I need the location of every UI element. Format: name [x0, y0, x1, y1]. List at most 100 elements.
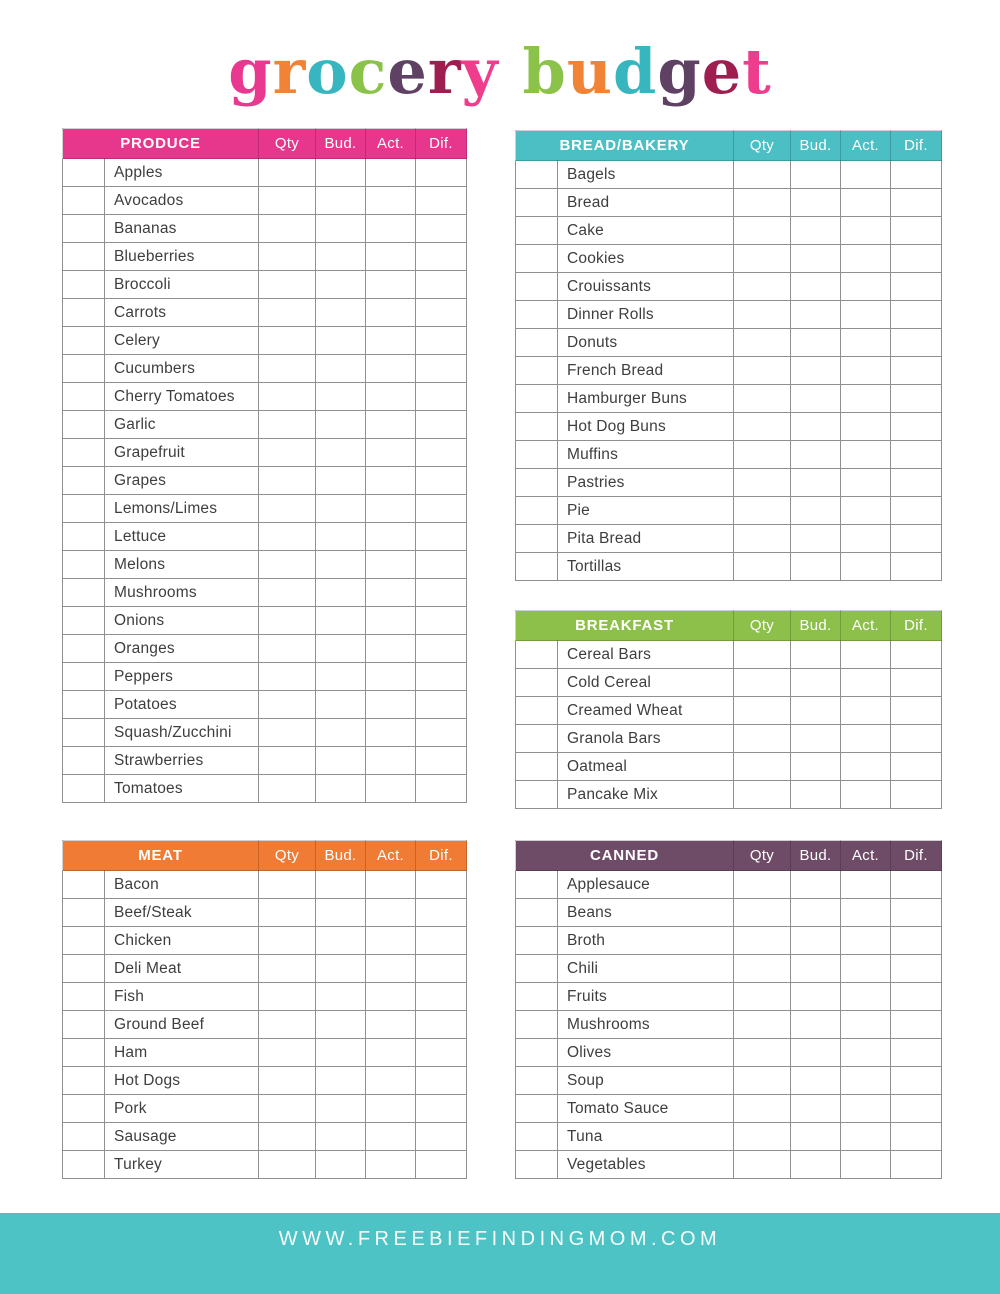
value-cell-act	[365, 870, 416, 899]
value-cell-act	[365, 270, 416, 299]
value-cell-qty	[258, 438, 316, 467]
title-letter: e	[387, 35, 428, 108]
value-cell-qty	[258, 662, 316, 691]
item-cell: Donuts	[557, 328, 734, 357]
value-cell-bud	[315, 1038, 366, 1067]
value-cell-act	[365, 522, 416, 551]
value-cell-act	[365, 326, 416, 355]
title-letter: g	[657, 35, 702, 108]
item-cell: Cereal Bars	[557, 640, 734, 669]
checkbox-cell	[62, 382, 105, 411]
checkbox-cell	[62, 870, 105, 899]
footer-url: WWW.FREEBIEFINDINGMOM.COM	[278, 1228, 722, 1250]
title-letter: u	[566, 35, 613, 108]
value-cell-bud	[790, 216, 841, 245]
value-cell-dif	[890, 552, 942, 581]
value-cell-qty	[733, 552, 791, 581]
checkbox-cell	[62, 1066, 105, 1095]
checkbox-cell	[62, 242, 105, 271]
table-row: Ham	[62, 1038, 467, 1067]
value-cell-bud	[790, 300, 841, 329]
value-cell-dif	[415, 298, 467, 327]
value-cell-act	[840, 468, 891, 497]
value-cell-dif	[890, 870, 942, 899]
item-cell: Lemons/Limes	[104, 494, 259, 523]
item-cell: Crouissants	[557, 272, 734, 301]
column-header-act: Act.	[365, 128, 416, 159]
item-cell: Deli Meat	[104, 954, 259, 983]
title-letter: b	[522, 35, 567, 108]
value-cell-act	[840, 926, 891, 955]
value-cell-bud	[790, 524, 841, 553]
value-cell-bud	[315, 718, 366, 747]
item-cell: Applesauce	[557, 870, 734, 899]
checkbox-cell	[62, 158, 105, 187]
value-cell-qty	[733, 412, 791, 441]
value-cell-bud	[315, 662, 366, 691]
checkbox-cell	[62, 954, 105, 983]
value-cell-qty	[733, 982, 791, 1011]
checkbox-cell	[62, 354, 105, 383]
value-cell-dif	[890, 724, 942, 753]
category-table-bread-bakery: BREAD/BAKERY Qty Bud. Act. Dif. Bagels Bread Ca…	[515, 130, 942, 581]
item-cell: French Bread	[557, 356, 734, 385]
column-header-bud: Bud.	[790, 130, 841, 161]
value-cell-qty	[258, 926, 316, 955]
title-letter: g	[228, 35, 273, 108]
value-cell-act	[365, 354, 416, 383]
column-header-act: Act.	[365, 840, 416, 871]
value-cell-bud	[315, 158, 366, 187]
value-cell-dif	[890, 440, 942, 469]
value-cell-dif	[890, 188, 942, 217]
value-cell-act	[365, 1150, 416, 1179]
checkbox-cell	[62, 326, 105, 355]
table-row: Cereal Bars	[515, 640, 942, 669]
value-cell-act	[840, 1066, 891, 1095]
value-cell-qty	[733, 356, 791, 385]
value-cell-bud	[790, 384, 841, 413]
value-cell-bud	[315, 186, 366, 215]
item-cell: Turkey	[104, 1150, 259, 1179]
item-cell: Celery	[104, 326, 259, 355]
value-cell-dif	[415, 494, 467, 523]
checkbox-cell	[515, 468, 558, 497]
value-cell-bud	[315, 270, 366, 299]
value-cell-bud	[790, 244, 841, 273]
value-cell-dif	[890, 926, 942, 955]
value-cell-act	[840, 1150, 891, 1179]
item-cell: Strawberries	[104, 746, 259, 775]
value-cell-qty	[258, 298, 316, 327]
item-cell: Oatmeal	[557, 752, 734, 781]
table-row: Vegetables	[515, 1150, 942, 1179]
value-cell-qty	[258, 382, 316, 411]
table-row: Granola Bars	[515, 724, 942, 753]
checkbox-cell	[515, 752, 558, 781]
value-cell-act	[365, 718, 416, 747]
value-cell-qty	[733, 496, 791, 525]
item-cell: Oranges	[104, 634, 259, 663]
value-cell-qty	[258, 1150, 316, 1179]
value-cell-qty	[258, 1010, 316, 1039]
value-cell-act	[365, 982, 416, 1011]
value-cell-dif	[890, 356, 942, 385]
item-cell: Squash/Zucchini	[104, 718, 259, 747]
column-header-qty: Qty	[733, 840, 791, 871]
item-cell: Chicken	[104, 926, 259, 955]
item-cell: Pie	[557, 496, 734, 525]
value-cell-qty	[258, 410, 316, 439]
item-cell: Hot Dog Buns	[557, 412, 734, 441]
value-cell-qty	[258, 606, 316, 635]
table-row: Mushrooms	[515, 1010, 942, 1039]
value-cell-dif	[415, 1010, 467, 1039]
checkbox-cell	[62, 298, 105, 327]
value-cell-bud	[790, 188, 841, 217]
table-row: Soup	[515, 1066, 942, 1095]
item-cell: Mushrooms	[104, 578, 259, 607]
table-row: Lettuce	[62, 522, 467, 551]
category-header-breakfast: BREAKFAST	[515, 610, 734, 641]
checkbox-cell	[62, 1122, 105, 1151]
value-cell-dif	[415, 926, 467, 955]
item-cell: Ham	[104, 1038, 259, 1067]
category-table-meat: MEAT Qty Bud. Act. Dif. Bacon Beef/Steak Chicke…	[62, 840, 467, 1179]
value-cell-qty	[733, 244, 791, 273]
